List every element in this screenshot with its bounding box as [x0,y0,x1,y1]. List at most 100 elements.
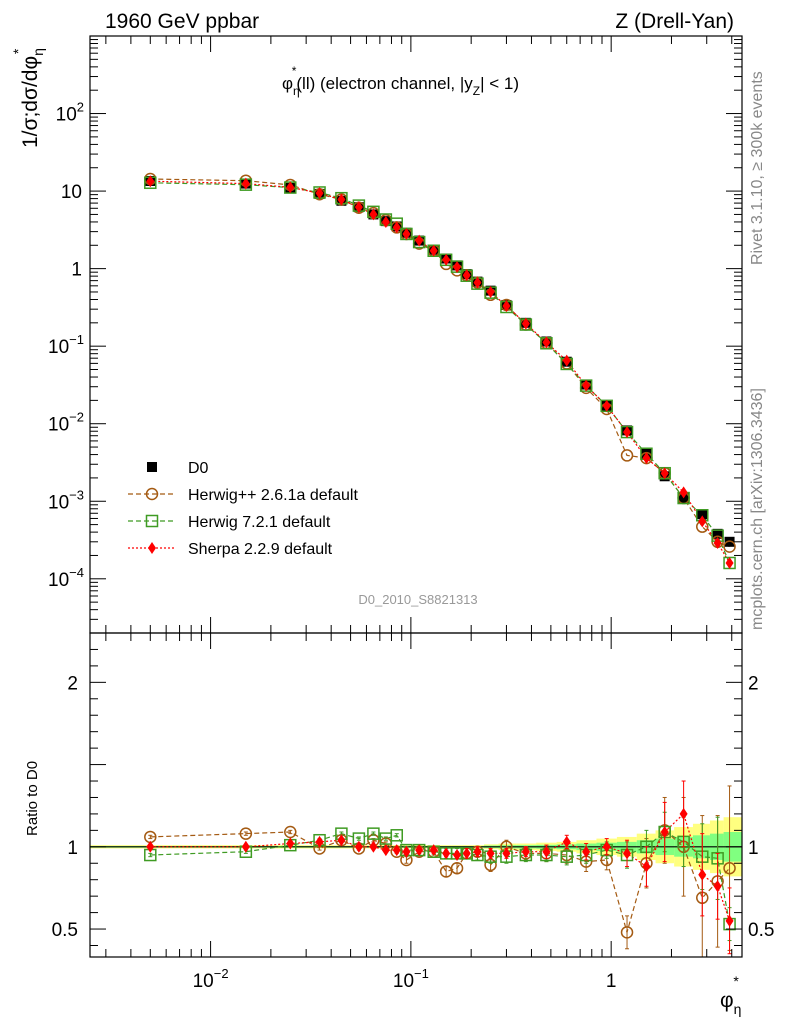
ratio-plot-frame [89,632,743,958]
main-point-sherpa [679,486,688,499]
main-point-sherpa [713,536,722,549]
main-point-sherpa [486,285,495,298]
main-point-sherpa [354,201,363,214]
ratio-point-sherpa [337,834,346,847]
ratio-point-herwig7 [367,827,380,840]
ratio-point-sherpa [660,826,669,839]
ratio-point-sherpa [354,840,363,853]
ratio-point-sherpa [473,845,482,858]
ratio-point-sherpa [698,868,707,881]
ratio-point-sherpa [542,845,551,858]
legend-marker-herwigpp [145,487,159,501]
ratio-point-sherpa [486,847,495,860]
ratio-point-sherpa [415,844,424,857]
ratio-point-sherpa [241,840,250,853]
main-point-sherpa [521,317,530,330]
xlabel-sup: * [733,973,739,989]
main-point-sherpa [286,181,295,194]
ratio-ytick-label-right: 0.5 [748,920,774,941]
main-point-sherpa [392,221,401,234]
legend-label-sherpa: Sherpa 2.2.9 default [188,541,333,558]
main-point-sherpa [381,215,390,228]
main-ytick-label-exp: −2 [69,410,84,425]
main-point-sherpa [241,177,250,190]
ratio-ytick-label-left: 1 [67,838,78,859]
main-ylabel-text: 1/σ;dσ/dφ [19,56,42,148]
xlabel: φη * [720,973,741,1017]
rivet-version: Rivet 3.1.10, ≥ 300k events [749,71,766,265]
main-ytick-label-base: 10 [48,337,69,358]
ratio-point-sherpa [392,844,401,857]
plot-title-sup: * [292,64,297,78]
main-point-sherpa [562,354,571,367]
main-point-sherpa [369,208,378,221]
ratio-point-sherpa [369,840,378,853]
xlabel-symbol: φ [720,989,734,1012]
legend-label-herwigpp: Herwig++ 2.6.1a default [188,487,358,504]
ratio-point-sherpa [286,837,295,850]
main-ytick-label-exp: −4 [69,565,84,580]
plot-title-text-end: | < 1) [480,74,519,93]
main-ytick-label: 10 [61,182,82,203]
main-point-sherpa [542,336,551,349]
main-ylabel-sub: η [30,48,46,56]
main-ytick-label-exp: −1 [69,332,84,347]
main-point-sherpa [725,556,734,569]
main-point-data [697,509,708,520]
main-ytick-label-base: 10 [48,570,69,591]
main-ytick-label: 1 [71,260,82,281]
main-point-sherpa [337,193,346,206]
xtick-label: 10−1 [393,966,429,992]
legend-marker-sherpa [148,542,156,554]
ratio-point-herwigpp [450,861,464,875]
mcplots-credit: mcplots.cern.ch [arXiv:1306.3436] [749,388,766,630]
xtick-label: 10−2 [193,966,229,992]
ratio-ytick-label-right: 2 [748,673,759,694]
main-point-sherpa [623,426,632,439]
ratio-point-sherpa [402,845,411,858]
analysis-watermark: D0_2010_S8821313 [358,592,477,607]
ratio-point-sherpa [602,840,611,853]
main-ytick-label: 10−3 [48,487,84,513]
xlabel-sub: η [734,1001,742,1017]
main-point-sherpa [462,269,471,282]
ratio-point-sherpa [725,914,734,927]
main-point-sherpa [315,187,324,200]
xtick-label-base: 10 [193,971,214,992]
ratio-point-sherpa [381,844,390,857]
main-point-sherpa [473,276,482,289]
plot-title: φη *(ll) (electron channel, |yZ| < 1) [282,64,519,98]
main-ytick-label: 10−2 [48,410,84,436]
ratio-plot-axes: 0.5 0.51 12 210−2 10−1 1 [52,632,774,992]
main-line-herwig7 [150,182,731,564]
main-point-sherpa [582,379,591,392]
main-line-sherpa [150,180,731,564]
main-ylabel: 1/σ;dσ/dφη * [10,48,46,148]
main-ytick-label-exp: 2 [77,100,84,115]
main-ytick-label: 102 [56,100,84,126]
plot-title-text: (ll) (electron channel, |y [296,74,473,93]
main-point-sherpa [660,467,669,480]
ratio-point-sherpa [315,835,324,848]
main-point-sherpa [453,260,462,273]
ratio-point-sherpa [582,845,591,858]
plot-title-sub: η [293,84,300,98]
main-ylabel-sup: * [10,48,26,54]
ratio-point-herwigpp [284,825,297,839]
main-point-herwigpp [723,540,736,553]
ratio-point-herwigpp [239,827,253,840]
ratio-point-sherpa [442,847,451,860]
main-plot-marks [144,172,736,570]
ratio-point-sherpa [562,835,571,848]
plot-title-symbol: φ [282,74,293,93]
legend-label-herwig7: Herwig 7.2.1 default [188,514,331,531]
ratio-point-sherpa [713,880,722,893]
main-ytick-label-base: 10 [48,492,69,513]
main-ytick-label-base: 10 [48,415,69,436]
ratio-ytick-label-left: 2 [67,673,78,694]
main-ytick-label: 10−1 [48,332,84,358]
plot-title-text-sub: Z [473,84,480,98]
ratio-point-sherpa [462,847,471,860]
